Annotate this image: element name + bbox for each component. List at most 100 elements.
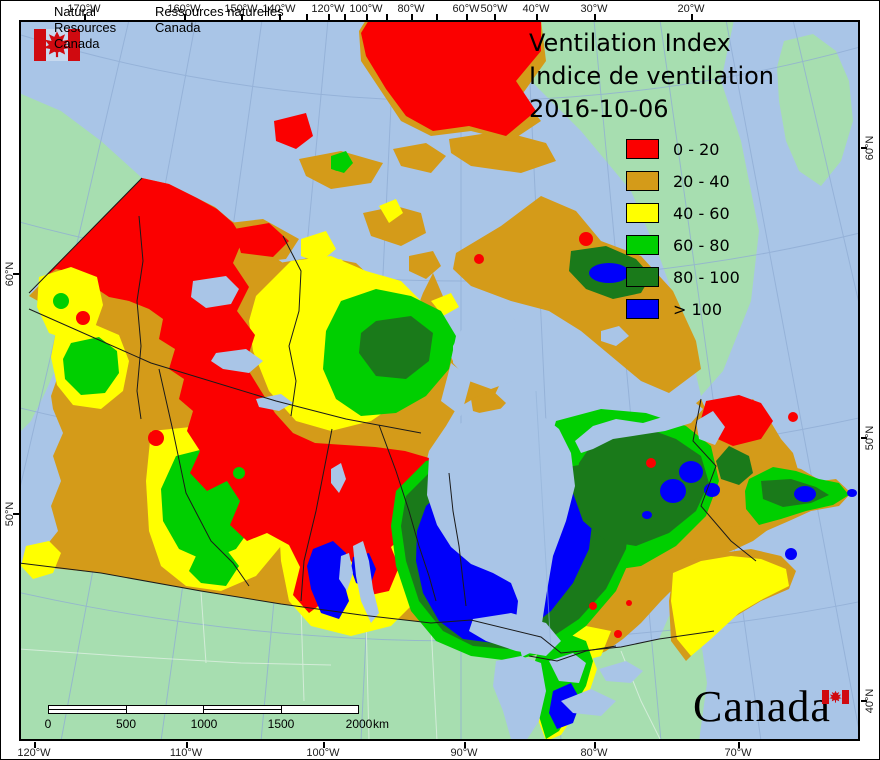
tick-top (279, 14, 281, 20)
great-slave-lake (211, 349, 263, 373)
bc-alberta-border (158, 368, 250, 587)
axis-label-top: 60°W (452, 3, 480, 15)
red-dots (76, 232, 798, 638)
alaska-land (19, 93, 142, 301)
baffin-island (453, 196, 701, 393)
tick-right (861, 147, 867, 149)
lake-winnipeg (353, 541, 379, 623)
manitoba-ontario-border (448, 472, 467, 607)
legend-label: 40 - 60 (673, 203, 730, 223)
scale-bar (48, 705, 359, 714)
axis-label-top: 20°W (677, 3, 705, 15)
axis-label-left: 60°N (4, 261, 16, 287)
greenland-edge-bit (864, 75, 879, 101)
axis-label-top: 150°W (224, 3, 258, 15)
tick-top (691, 14, 693, 20)
lake-superior (469, 613, 561, 656)
title-line-fr: Indice de ventilation (529, 62, 775, 90)
nwt-nunavut-border (282, 235, 302, 417)
axis-label-bottom: 80°W (580, 747, 608, 759)
legend-label: 60 - 80 (673, 235, 730, 255)
tick-top (366, 14, 368, 20)
sask-manitoba-border (378, 424, 437, 602)
legend-swatch-80-100 (626, 267, 659, 287)
logo-text-en: Natural Resources Canada (54, 4, 117, 51)
tick-top (84, 14, 86, 20)
axis-label-top: 30°W (580, 3, 608, 15)
tick-right (861, 437, 867, 439)
greenland-land (471, 20, 759, 396)
scale-unit: km (373, 717, 389, 731)
hudson-bay (427, 407, 575, 657)
scale-tick-label: 500 (115, 717, 137, 731)
tick-bottom (323, 742, 325, 748)
alaska-yukon-border (28, 177, 143, 294)
tick-right (861, 700, 867, 702)
logo-text-fr: Ressources naturelles Canada (155, 4, 284, 35)
yukon-nwt-border (136, 215, 144, 420)
central-darkgreen (359, 316, 433, 379)
labrador-darkgreen (716, 446, 753, 485)
legend-row: > 100 (626, 293, 740, 325)
legend-row: 60 - 80 (626, 229, 740, 261)
sixtieth-parallel-border (28, 308, 422, 434)
nrcan-logo (34, 29, 80, 61)
alberta-sask-border (300, 428, 333, 602)
axis-label-bottom: 100°W (306, 747, 340, 759)
tick-top (494, 14, 496, 20)
nettilling-lake (601, 326, 629, 346)
scale-tick-label: 0 (44, 717, 52, 731)
quebec-core (573, 426, 720, 546)
political-borders (19, 177, 757, 662)
scale-tick-label: 2000 (345, 717, 373, 731)
great-bear-lake (191, 276, 239, 308)
axis-label-top: 160°W (167, 3, 201, 15)
title-date: 2016-10-06 (529, 95, 669, 123)
legend-row: 20 - 40 (626, 165, 740, 197)
inland-water (191, 276, 725, 741)
canada-wordmark: Canada (693, 682, 831, 731)
quebec-labrador-border (692, 398, 757, 562)
axis-label-top: 40°W (522, 3, 550, 15)
legend-label: 80 - 100 (673, 267, 740, 287)
legend-label: > 100 (673, 299, 723, 319)
tick-bottom (186, 742, 188, 748)
anticosti-island (719, 513, 761, 528)
axis-label-top: 50°W (480, 3, 508, 15)
tick-top (184, 14, 186, 20)
yukon-red-mass (33, 178, 435, 613)
tick-bottom (738, 742, 740, 748)
legend-swatch-60-80 (626, 235, 659, 255)
legend-swatch-20-40 (626, 171, 659, 191)
ungava-bay (696, 411, 725, 445)
canada-flag-icon (34, 29, 80, 61)
axis-label-right: 40°N (864, 688, 876, 714)
axis-label-right: 60°N (864, 135, 876, 161)
axis-label-bottom: 70°W (724, 747, 752, 759)
ontario-quebec-border (528, 645, 617, 662)
tick-top (328, 14, 330, 20)
tick-top-minor (344, 14, 346, 20)
tick-top-minor (436, 14, 438, 20)
tick-left (13, 273, 19, 275)
nw-coastal-pockets (37, 267, 129, 409)
map-title: Ventilation Index Indice de ventilation … (529, 27, 774, 126)
scale-tick-label: 1000 (190, 717, 218, 731)
title-line-en: Ventilation Index (529, 29, 731, 57)
tick-bottom (594, 742, 596, 748)
lake-erie (561, 689, 616, 716)
legend-swatch-0-20 (626, 139, 659, 159)
axis-label-bottom: 110°W (169, 747, 203, 759)
axis-label-top: 80°W (397, 3, 425, 15)
tick-top-minor (386, 14, 388, 20)
tick-bottom (34, 742, 36, 748)
legend-swatch-gt-100 (626, 299, 659, 319)
axis-label-left: 50°N (4, 501, 16, 527)
axis-label-top: 100°W (349, 3, 383, 15)
axis-label-top: 120°W (311, 3, 345, 15)
us-canada-border (19, 562, 715, 654)
lake-michigan-huron (493, 656, 546, 741)
tick-top (594, 14, 596, 20)
